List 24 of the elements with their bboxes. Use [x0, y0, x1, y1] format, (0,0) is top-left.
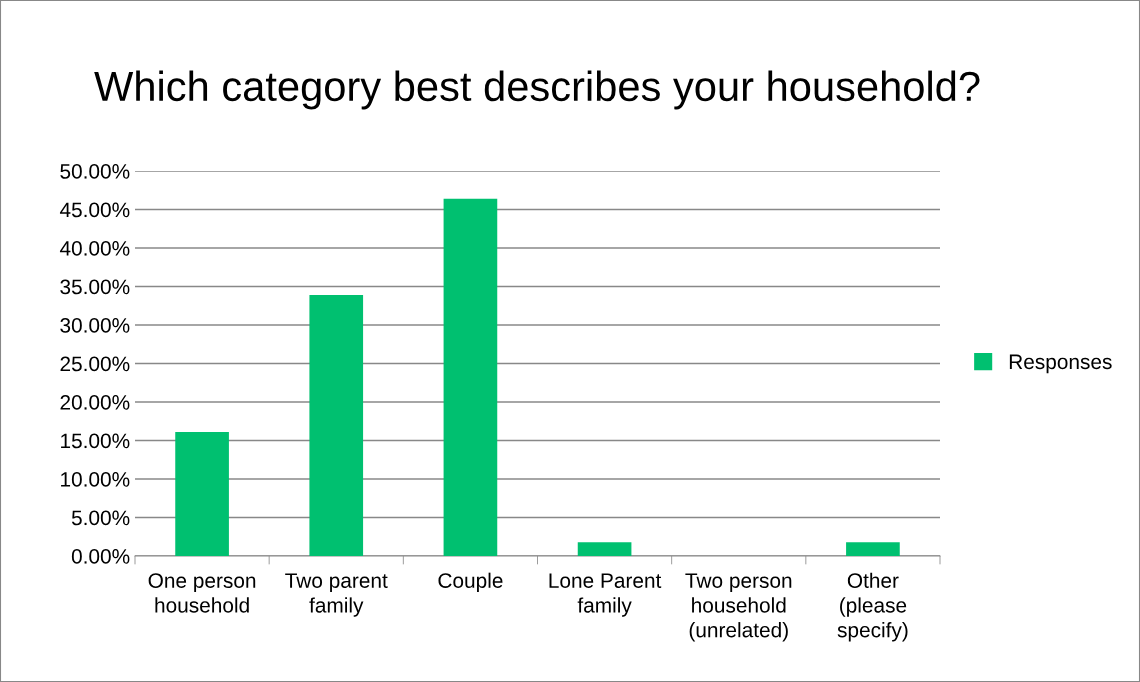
y-tick-label: 50.00% [60, 164, 130, 179]
y-tick-label: 45.00% [59, 202, 130, 218]
y-tick-label: 15.00% [61, 433, 130, 449]
x-tick-label: Two parent family [285, 573, 388, 617]
bar [175, 432, 229, 556]
x-tick-label: Other (please specify) [837, 572, 908, 642]
legend-label: Responses [1009, 354, 1112, 374]
x-tick-label: Two person household (unrelated) [685, 573, 792, 642]
y-tick-label: 0.00% [71, 549, 130, 564]
x-tick-label: One person household [148, 573, 256, 613]
x-tick-label: Lone Parent family [549, 573, 662, 617]
bar [577, 542, 632, 556]
bar [443, 198, 498, 556]
y-tick-label: 25.00% [60, 356, 130, 372]
y-tick-label: 30.00% [60, 318, 130, 333]
y-tick-label: 35.00% [60, 279, 130, 295]
y-tick-label: 20.00% [60, 395, 130, 410]
bar [846, 542, 900, 556]
bar [309, 294, 364, 556]
y-tick-label: 40.00% [59, 241, 130, 256]
y-tick-label: 10.00% [61, 472, 130, 487]
y-tick-label: 5.00% [71, 510, 130, 526]
chart-title: Which category best describes your household? [94, 70, 980, 110]
x-tick-label: Couple [438, 572, 503, 593]
